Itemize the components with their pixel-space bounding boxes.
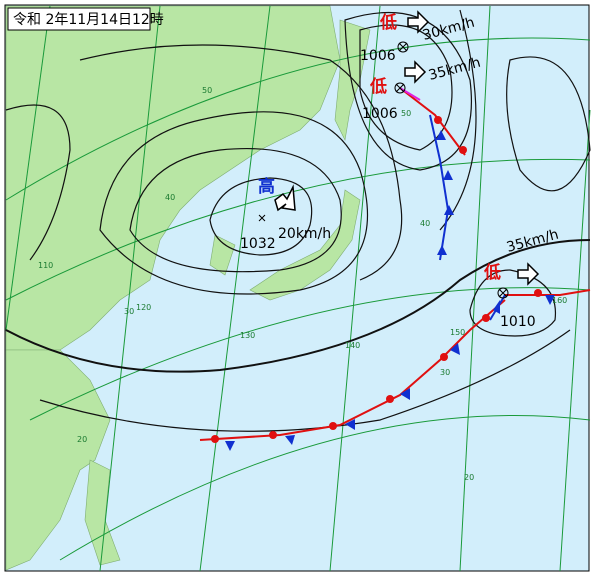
- title-box: [7, 7, 151, 31]
- grid-label: 30: [440, 368, 450, 377]
- grid-label: 160: [552, 296, 567, 305]
- pressure: 1006: [362, 106, 398, 122]
- grid: [5, 5, 591, 572]
- pressure: 1006: [360, 48, 396, 64]
- speed: 20km/h: [278, 226, 331, 242]
- system-kind: 低: [379, 12, 397, 33]
- grid-label: 30: [124, 307, 134, 316]
- pressure: 1032: [240, 236, 276, 252]
- pressure: 1010: [500, 314, 536, 330]
- grid-label: 50: [401, 109, 411, 118]
- arrows: [274, 10, 540, 286]
- grid-label: 20: [464, 473, 474, 482]
- grid-label: 50: [202, 86, 212, 95]
- grid-label: 40: [420, 219, 430, 228]
- land: [5, 5, 371, 571]
- grid-label: 120: [136, 303, 151, 312]
- system-kind: 高: [258, 176, 275, 197]
- centers: [258, 41, 509, 299]
- grid-label: 140: [345, 341, 360, 350]
- grid-label: 150: [450, 328, 465, 337]
- system-kind: 低: [483, 262, 501, 283]
- system-kind: 低: [369, 76, 387, 97]
- grid-label: 20: [77, 435, 87, 444]
- grid-label: 110: [38, 261, 53, 270]
- title: 令和 2年11月14日12時: [13, 12, 164, 28]
- grid-label: 40: [165, 193, 175, 202]
- isobars: [5, 9, 591, 432]
- fronts: [199, 87, 591, 451]
- grid-label: 130: [240, 331, 255, 340]
